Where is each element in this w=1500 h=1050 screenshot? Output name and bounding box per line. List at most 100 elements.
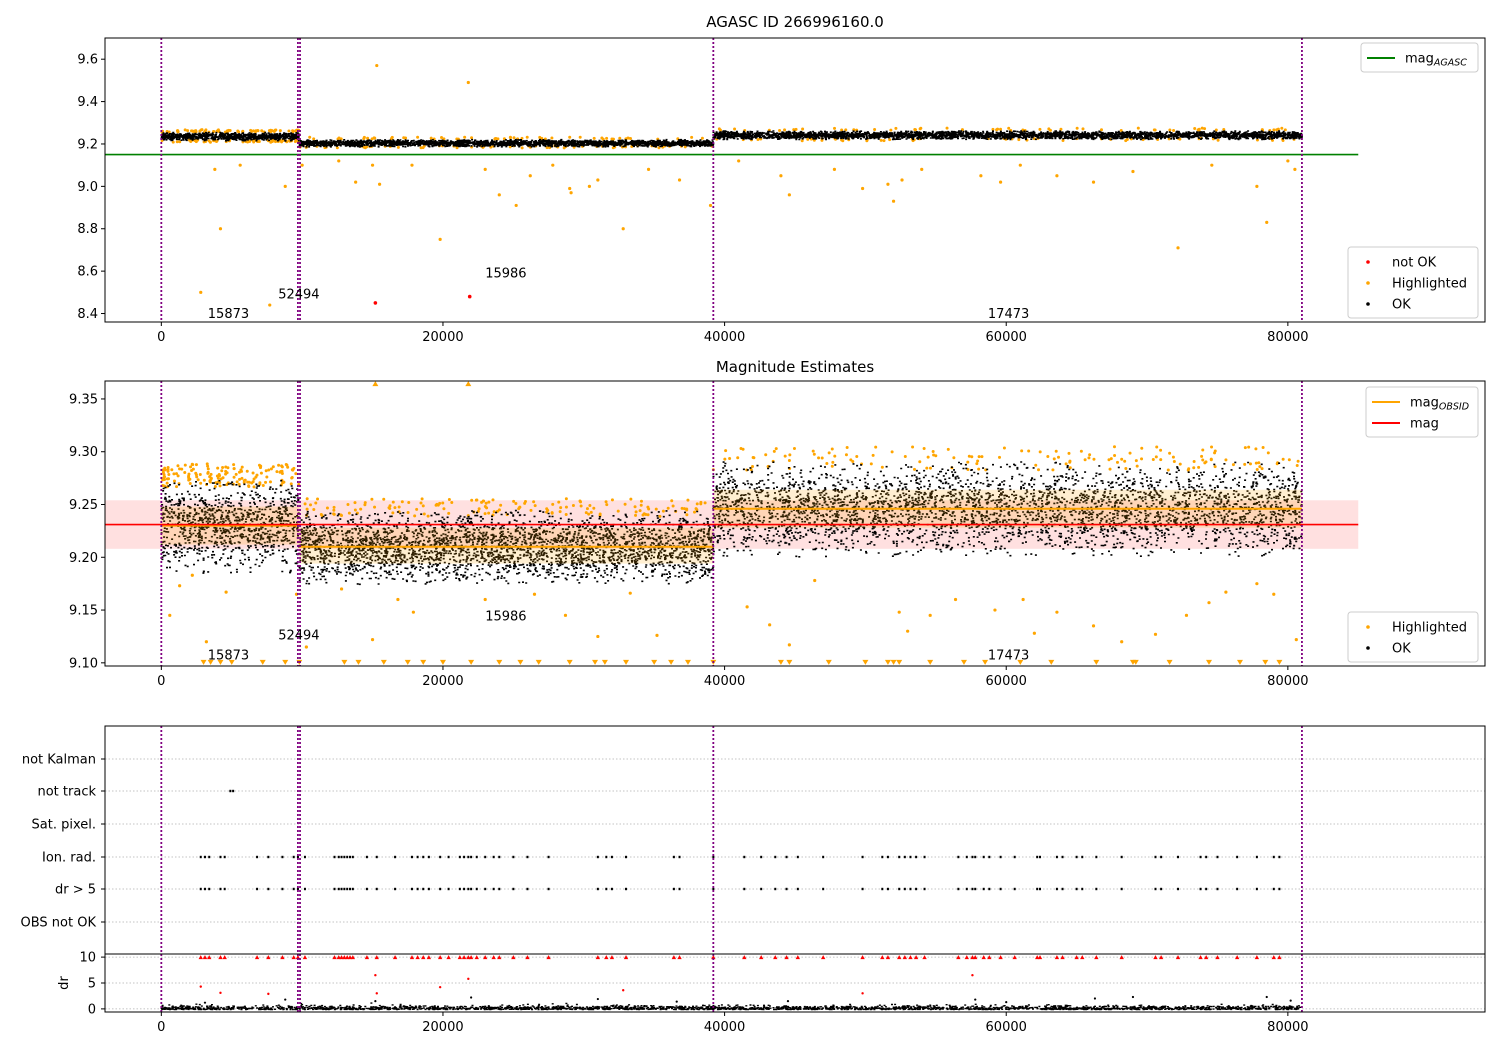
- highlighted-point: [199, 290, 203, 294]
- highlighted-point: [492, 510, 496, 514]
- highlighted-point: [175, 485, 179, 489]
- highlighted-point: [388, 504, 392, 508]
- highlighted-point: [966, 460, 970, 464]
- highlighted-point: [1176, 246, 1180, 250]
- legend-label: not OK: [1392, 256, 1437, 271]
- highlighted-point: [1272, 128, 1276, 132]
- highlighted-point: [1034, 463, 1038, 467]
- highlighted-point: [646, 513, 650, 517]
- dr-clipped-marker: [956, 955, 961, 960]
- highlighted-point: [911, 445, 915, 449]
- obsid-annotation: 52494: [278, 629, 319, 644]
- flag-point: [394, 855, 397, 859]
- flag-point: [1081, 887, 1084, 891]
- obsid-annotation: 15873: [208, 649, 249, 664]
- highlighted-point: [605, 136, 609, 140]
- flag-point: [1177, 887, 1180, 891]
- highlighted-point: [529, 508, 533, 512]
- highlighted-point: [564, 505, 568, 509]
- highlighted-point: [1002, 446, 1006, 450]
- highlighted-point: [779, 174, 783, 178]
- highlighted-point: [865, 139, 869, 143]
- highlighted-point: [499, 503, 503, 507]
- highlighted-point: [1193, 126, 1197, 130]
- flag-point: [337, 887, 340, 891]
- not-ok-point: [373, 301, 378, 305]
- dr-outlier-point: [203, 1001, 207, 1004]
- highlighted-point: [751, 465, 755, 469]
- highlighted-point: [267, 468, 271, 472]
- highlighted-point: [639, 503, 643, 507]
- flag-point: [1075, 887, 1078, 891]
- highlighted-point: [550, 511, 554, 515]
- dr-clipped-marker: [374, 955, 379, 960]
- below-range-marker: [862, 659, 869, 665]
- highlighted-point: [373, 136, 377, 140]
- highlighted-point: [953, 597, 958, 602]
- below-range-marker: [777, 659, 784, 665]
- highlighted-point: [416, 135, 420, 139]
- dr-clipped-marker: [468, 955, 474, 960]
- legend-marker-swatch: [1366, 281, 1370, 285]
- highlighted-point: [411, 610, 415, 614]
- highlighted-point: [213, 484, 217, 488]
- flag-point: [475, 887, 478, 891]
- highlighted-point: [470, 498, 474, 502]
- highlighted-point: [186, 129, 190, 133]
- highlighted-point: [259, 464, 263, 468]
- highlighted-point: [752, 456, 756, 460]
- highlighted-point: [611, 146, 615, 150]
- highlighted-point: [646, 505, 650, 509]
- highlighted-point: [407, 500, 411, 504]
- highlighted-point: [208, 480, 212, 484]
- highlighted-point: [429, 136, 433, 140]
- highlighted-point: [1260, 467, 1264, 471]
- flag-point: [785, 855, 788, 859]
- highlighted-point: [1046, 454, 1050, 458]
- highlighted-point: [1020, 449, 1024, 453]
- highlighted-point: [190, 462, 194, 466]
- highlighted-point: [879, 138, 883, 142]
- highlighted-point: [442, 507, 446, 511]
- flag-point: [1036, 887, 1039, 891]
- dr-clipped-marker: [546, 955, 551, 960]
- highlighted-point: [654, 507, 658, 511]
- flag-point: [223, 855, 226, 859]
- highlighted-point: [841, 139, 845, 143]
- highlighted-point: [1091, 180, 1096, 184]
- highlighted-point: [998, 180, 1003, 184]
- highlighted-point: [1154, 455, 1158, 459]
- highlighted-point: [811, 449, 815, 453]
- dr-clipped-marker: [1080, 955, 1085, 960]
- y-tick-label: 0: [88, 1002, 96, 1017]
- dr-clipped-marker: [759, 955, 764, 960]
- highlighted-point: [347, 511, 351, 515]
- highlighted-point: [255, 473, 259, 477]
- dr-clipped-marker: [364, 955, 370, 960]
- highlighted-point: [840, 128, 844, 132]
- highlighted-point: [991, 127, 995, 131]
- highlighted-point: [639, 499, 643, 503]
- dr-clipped-marker: [342, 955, 347, 960]
- highlighted-point: [162, 484, 166, 488]
- highlighted-point: [1192, 466, 1196, 470]
- highlighted-point: [1270, 138, 1274, 142]
- highlighted-point: [483, 512, 487, 516]
- flag-point: [1272, 855, 1275, 859]
- highlighted-point: [189, 465, 193, 469]
- flag-point: [1013, 855, 1016, 859]
- above-range-marker: [372, 381, 379, 387]
- highlighted-point: [370, 163, 375, 167]
- flag-point: [796, 855, 799, 859]
- below-range-marker: [1048, 659, 1055, 665]
- highlighted-point: [264, 469, 268, 473]
- highlighted-point: [161, 478, 165, 482]
- dr-clipped-marker: [446, 955, 451, 960]
- flag-point: [199, 887, 202, 891]
- highlighted-point: [774, 447, 778, 451]
- highlighted-point: [1155, 445, 1159, 449]
- flag-point: [974, 855, 977, 859]
- highlighted-point: [1216, 138, 1220, 142]
- highlighted-point: [191, 467, 195, 471]
- highlighted-point: [1275, 462, 1279, 466]
